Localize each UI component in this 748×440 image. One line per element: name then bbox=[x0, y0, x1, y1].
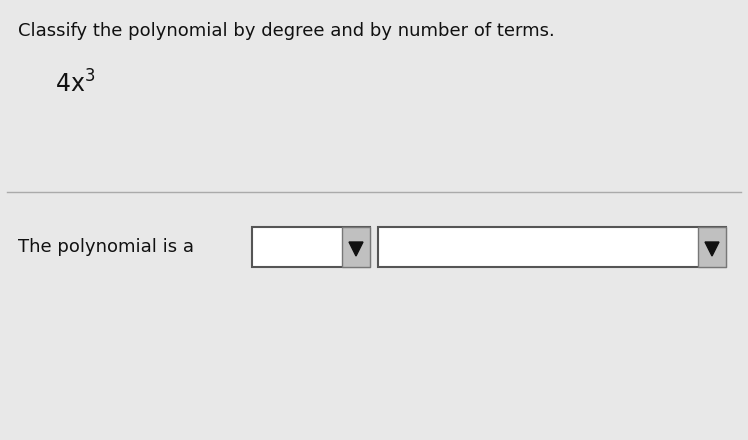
Bar bbox=[698, 227, 726, 267]
Text: The polynomial is a: The polynomial is a bbox=[18, 238, 194, 256]
Polygon shape bbox=[705, 242, 719, 256]
Text: Classify the polynomial by degree and by number of terms.: Classify the polynomial by degree and by… bbox=[18, 22, 555, 40]
Bar bbox=[342, 227, 370, 267]
Polygon shape bbox=[349, 242, 363, 256]
Bar bbox=[252, 227, 370, 267]
Bar bbox=[378, 227, 726, 267]
Text: $\mathregular{4x^3}$: $\mathregular{4x^3}$ bbox=[55, 70, 96, 97]
